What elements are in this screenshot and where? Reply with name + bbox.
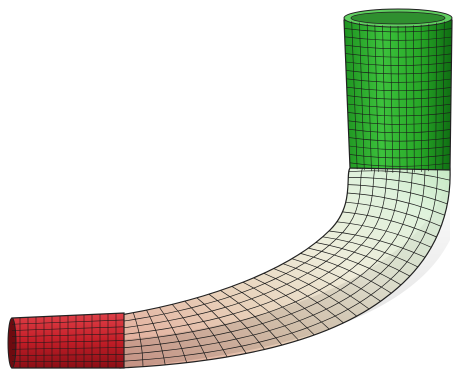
inlet-segment xyxy=(8,313,124,368)
bend-segment xyxy=(120,168,450,368)
outlet-inner-rim xyxy=(351,12,445,24)
outlet-segment xyxy=(344,9,452,173)
